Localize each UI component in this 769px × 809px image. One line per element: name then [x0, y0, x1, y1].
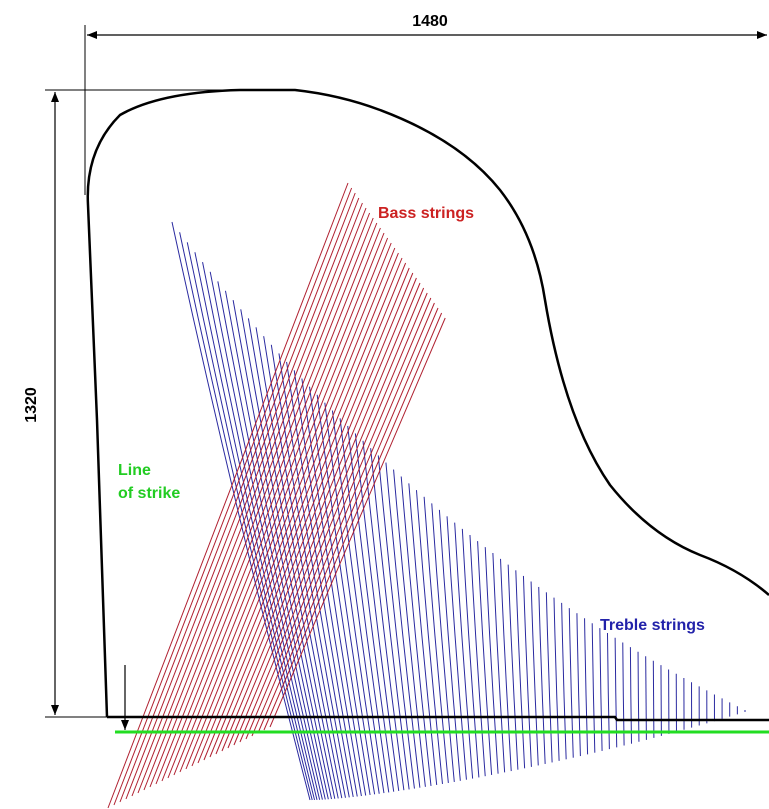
bass-string: [155, 222, 378, 785]
strike-label: of strike: [118, 485, 180, 502]
bass-string: [227, 282, 421, 749]
bass-string: [269, 317, 446, 728]
treble-string: [584, 618, 589, 755]
treble-string: [522, 575, 532, 767]
bass-string: [257, 307, 439, 734]
treble-string: [538, 586, 546, 764]
bass-string: [209, 267, 410, 758]
bass-string: [203, 262, 407, 761]
treble-string: [347, 425, 395, 792]
treble-string: [431, 503, 455, 782]
treble-string: [194, 252, 318, 800]
treble-string: [377, 455, 415, 789]
bass-string: [233, 287, 425, 746]
bass-string: [179, 242, 392, 773]
treble-string: [568, 608, 574, 758]
treble-string: [484, 547, 499, 774]
treble-string: [599, 628, 603, 751]
treble-string: [370, 448, 410, 790]
treble-string: [446, 516, 467, 780]
bass-string: [245, 297, 432, 740]
treble-string: [614, 637, 618, 748]
treble-string: [415, 490, 443, 785]
treble-string: [629, 647, 633, 744]
case-bottom: [107, 715, 769, 722]
bass-string: [191, 252, 399, 767]
case-outline: [86, 88, 769, 718]
bass-string: [137, 207, 367, 794]
treble-string: [438, 509, 461, 781]
treble-string: [393, 469, 426, 787]
bass-string: [161, 227, 381, 782]
bass-string: [251, 302, 435, 737]
bass-string: [215, 272, 414, 755]
treble-string: [492, 553, 506, 773]
height-label: 1320: [23, 387, 40, 423]
treble-string: [354, 433, 400, 792]
treble-string: [232, 300, 332, 800]
bass-string: [113, 187, 353, 806]
treble-string: [400, 476, 432, 786]
treble-string: [324, 402, 380, 794]
bass-string: [263, 312, 443, 731]
treble-string: [477, 541, 493, 776]
treble-string: [500, 558, 512, 772]
treble-string: [645, 656, 647, 740]
treble-string: [202, 261, 321, 800]
bass-string: [167, 232, 385, 779]
treble-string: [515, 570, 526, 769]
treble-string: [423, 496, 449, 784]
treble-string: [339, 418, 390, 793]
bass-string: [173, 237, 389, 776]
treble-string: [469, 535, 486, 777]
strings: [107, 182, 746, 809]
treble-string: [454, 522, 474, 779]
treble-string: [622, 642, 625, 746]
treble-string: [179, 232, 313, 801]
width-label: 1480: [412, 13, 448, 30]
bass-string: [143, 212, 371, 791]
treble-string: [461, 528, 480, 778]
treble-string: [255, 327, 343, 799]
treble-string: [530, 581, 539, 766]
bass-string: [107, 182, 349, 809]
treble-string: [217, 281, 326, 800]
treble-string: [591, 623, 596, 753]
treble-string: [637, 651, 640, 742]
treble-string: [561, 602, 567, 760]
treble-string: [507, 564, 519, 770]
bass-string: [131, 202, 363, 797]
treble-string: [652, 660, 655, 738]
treble-string: [385, 462, 421, 788]
treble-string: [186, 242, 316, 801]
bass-string: [149, 217, 374, 788]
treble-string: [545, 592, 553, 763]
bass-string: [185, 247, 396, 770]
treble-string: [286, 361, 358, 797]
treble-string: [270, 344, 350, 798]
strike-label: Line: [118, 462, 151, 479]
treble-string: [224, 290, 329, 800]
treble-string: [606, 632, 610, 750]
treble-string: [553, 597, 560, 761]
bass-string: [239, 292, 428, 743]
bass-label: Bass strings: [378, 205, 474, 222]
treble-string: [278, 353, 354, 798]
treble-string: [408, 483, 438, 786]
treble-string: [293, 370, 362, 797]
bass-string: [119, 192, 356, 803]
treble-string: [316, 394, 376, 795]
treble-label: Treble strings: [600, 617, 705, 634]
bass-string: [221, 277, 417, 752]
treble-string: [362, 440, 405, 791]
treble-string: [576, 613, 581, 757]
treble-string: [331, 410, 385, 794]
bass-string: [125, 197, 360, 800]
bass-string: [197, 257, 403, 764]
